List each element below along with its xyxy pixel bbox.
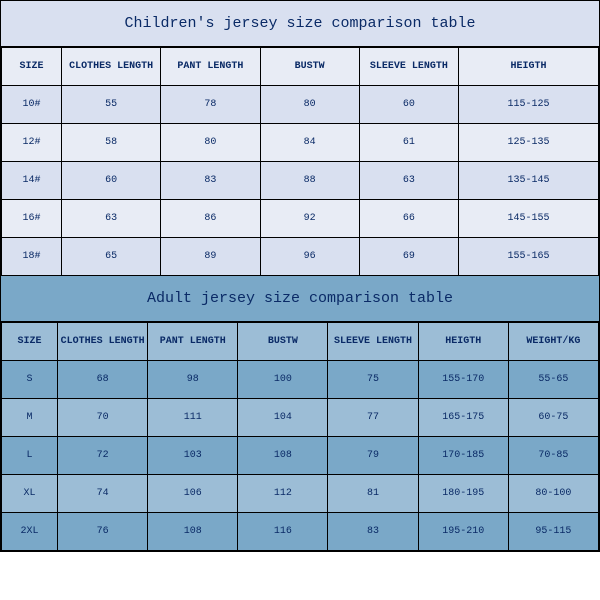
cell: 116 bbox=[238, 513, 328, 551]
table-row: 16# 63 86 92 66 145-155 bbox=[2, 200, 599, 238]
cell: 180-195 bbox=[418, 475, 508, 513]
col-header: BUSTW bbox=[260, 48, 359, 86]
col-header: SIZE bbox=[2, 323, 58, 361]
cell: 170-185 bbox=[418, 437, 508, 475]
children-title: Children's jersey size comparison table bbox=[1, 1, 599, 47]
cell: 100 bbox=[238, 361, 328, 399]
cell: 135-145 bbox=[459, 162, 599, 200]
cell: S bbox=[2, 361, 58, 399]
table-row: 2XL 76 108 116 83 195-210 95-115 bbox=[2, 513, 599, 551]
cell: 70 bbox=[58, 399, 148, 437]
col-header: WEIGHT/KG bbox=[508, 323, 598, 361]
table-row: 18# 65 89 96 69 155-165 bbox=[2, 238, 599, 276]
table-row: 10# 55 78 80 60 115-125 bbox=[2, 86, 599, 124]
cell: 69 bbox=[359, 238, 458, 276]
table-row: L 72 103 108 79 170-185 70-85 bbox=[2, 437, 599, 475]
adult-section: Adult jersey size comparison table SIZE … bbox=[1, 276, 599, 551]
cell: 68 bbox=[58, 361, 148, 399]
cell: 63 bbox=[359, 162, 458, 200]
table-row: M 70 111 104 77 165-175 60-75 bbox=[2, 399, 599, 437]
col-header: SIZE bbox=[2, 48, 62, 86]
cell: 86 bbox=[161, 200, 260, 238]
cell: 83 bbox=[328, 513, 418, 551]
cell: 79 bbox=[328, 437, 418, 475]
table-row: S 68 98 100 75 155-170 55-65 bbox=[2, 361, 599, 399]
cell: 95-115 bbox=[508, 513, 598, 551]
children-section: Children's jersey size comparison table … bbox=[1, 1, 599, 276]
col-header: PANT LENGTH bbox=[161, 48, 260, 86]
cell: 16# bbox=[2, 200, 62, 238]
cell: 77 bbox=[328, 399, 418, 437]
cell: 12# bbox=[2, 124, 62, 162]
cell: 83 bbox=[161, 162, 260, 200]
table-header-row: SIZE CLOTHES LENGTH PANT LENGTH BUSTW SL… bbox=[2, 323, 599, 361]
cell: 165-175 bbox=[418, 399, 508, 437]
cell: 60 bbox=[62, 162, 161, 200]
cell: 70-85 bbox=[508, 437, 598, 475]
cell: 103 bbox=[148, 437, 238, 475]
cell: 72 bbox=[58, 437, 148, 475]
cell: 63 bbox=[62, 200, 161, 238]
cell: 2XL bbox=[2, 513, 58, 551]
col-header: HEIGTH bbox=[418, 323, 508, 361]
cell: 80 bbox=[260, 86, 359, 124]
cell: 96 bbox=[260, 238, 359, 276]
cell: 98 bbox=[148, 361, 238, 399]
cell: 195-210 bbox=[418, 513, 508, 551]
col-header: BUSTW bbox=[238, 323, 328, 361]
cell: 155-170 bbox=[418, 361, 508, 399]
cell: 81 bbox=[328, 475, 418, 513]
col-header: HEIGTH bbox=[459, 48, 599, 86]
cell: 108 bbox=[148, 513, 238, 551]
cell: 60 bbox=[359, 86, 458, 124]
cell: 18# bbox=[2, 238, 62, 276]
cell: 125-135 bbox=[459, 124, 599, 162]
col-header: CLOTHES LENGTH bbox=[62, 48, 161, 86]
cell: 88 bbox=[260, 162, 359, 200]
cell: 76 bbox=[58, 513, 148, 551]
cell: 104 bbox=[238, 399, 328, 437]
cell: 60-75 bbox=[508, 399, 598, 437]
table-header-row: SIZE CLOTHES LENGTH PANT LENGTH BUSTW SL… bbox=[2, 48, 599, 86]
cell: 80 bbox=[161, 124, 260, 162]
adult-table: SIZE CLOTHES LENGTH PANT LENGTH BUSTW SL… bbox=[1, 322, 599, 551]
col-header: SLEEVE LENGTH bbox=[328, 323, 418, 361]
cell: 61 bbox=[359, 124, 458, 162]
cell: 112 bbox=[238, 475, 328, 513]
cell: 108 bbox=[238, 437, 328, 475]
cell: 84 bbox=[260, 124, 359, 162]
cell: 58 bbox=[62, 124, 161, 162]
cell: XL bbox=[2, 475, 58, 513]
cell: 106 bbox=[148, 475, 238, 513]
cell: 115-125 bbox=[459, 86, 599, 124]
cell: 55 bbox=[62, 86, 161, 124]
cell: 145-155 bbox=[459, 200, 599, 238]
cell: 55-65 bbox=[508, 361, 598, 399]
cell: 14# bbox=[2, 162, 62, 200]
cell: 74 bbox=[58, 475, 148, 513]
cell: 66 bbox=[359, 200, 458, 238]
table-row: 14# 60 83 88 63 135-145 bbox=[2, 162, 599, 200]
cell: 10# bbox=[2, 86, 62, 124]
adult-title: Adult jersey size comparison table bbox=[1, 276, 599, 322]
cell: M bbox=[2, 399, 58, 437]
size-chart-container: Children's jersey size comparison table … bbox=[0, 0, 600, 552]
table-row: 12# 58 80 84 61 125-135 bbox=[2, 124, 599, 162]
cell: 78 bbox=[161, 86, 260, 124]
cell: 111 bbox=[148, 399, 238, 437]
cell: 65 bbox=[62, 238, 161, 276]
col-header: SLEEVE LENGTH bbox=[359, 48, 458, 86]
cell: 75 bbox=[328, 361, 418, 399]
cell: 92 bbox=[260, 200, 359, 238]
children-table: SIZE CLOTHES LENGTH PANT LENGTH BUSTW SL… bbox=[1, 47, 599, 276]
cell: 80-100 bbox=[508, 475, 598, 513]
col-header: PANT LENGTH bbox=[148, 323, 238, 361]
cell: 89 bbox=[161, 238, 260, 276]
col-header: CLOTHES LENGTH bbox=[58, 323, 148, 361]
cell: L bbox=[2, 437, 58, 475]
cell: 155-165 bbox=[459, 238, 599, 276]
table-row: XL 74 106 112 81 180-195 80-100 bbox=[2, 475, 599, 513]
